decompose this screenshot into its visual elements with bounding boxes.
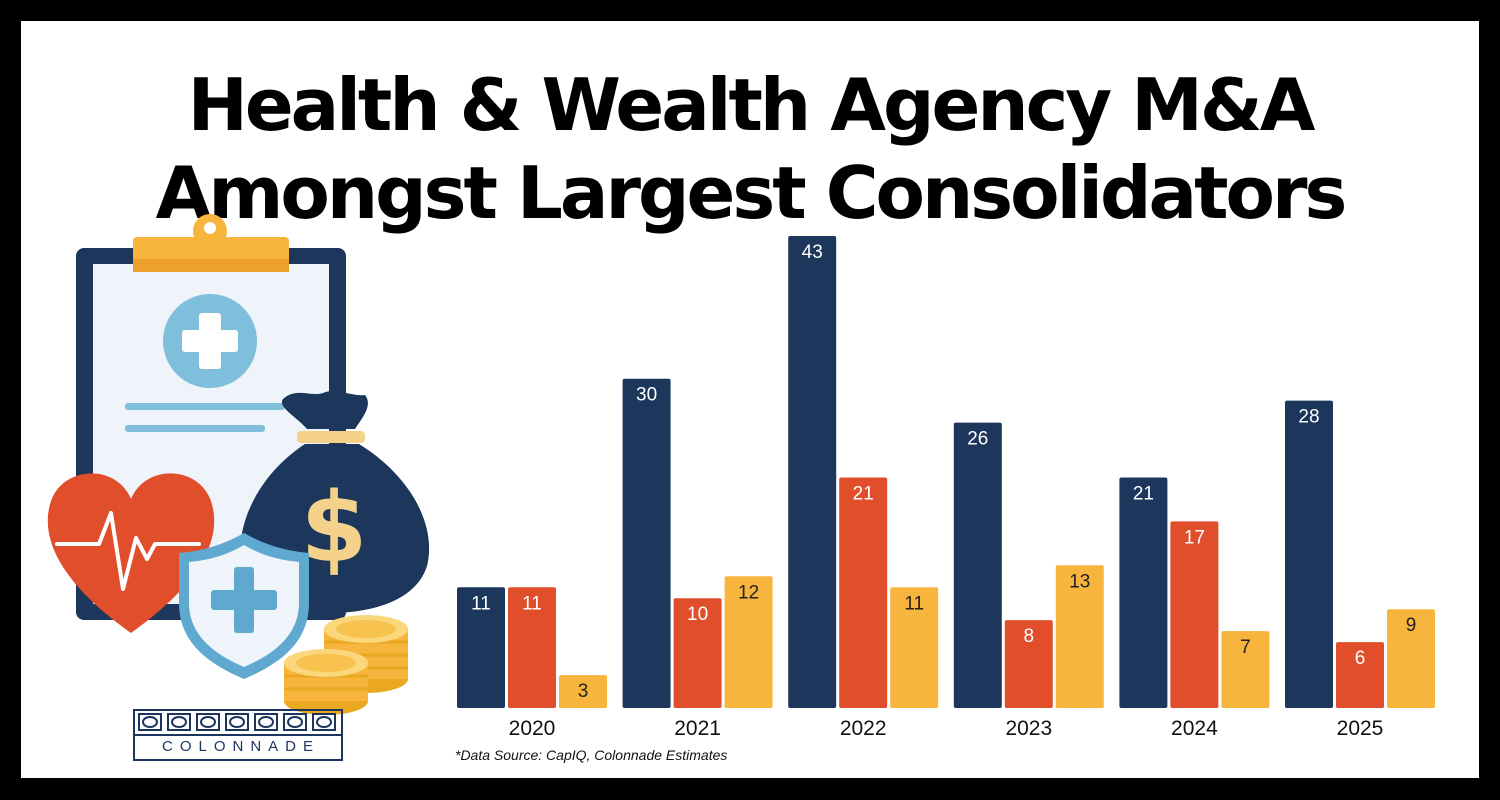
page-title: Health & Wealth Agency M&A Amongst Large…	[21, 61, 1479, 237]
data-label-2024-series-1: 21	[1133, 483, 1154, 504]
colonnade-logo	[133, 709, 343, 761]
x-tick-label-2020: 2020	[509, 717, 556, 740]
x-tick-label-2024: 2024	[1171, 717, 1218, 740]
bar-group-2020: 11 11 3 2020	[457, 587, 607, 740]
bar-group-2024: 21 17 7 2024	[1119, 477, 1270, 740]
colonnade-columns-icon	[138, 713, 336, 731]
title-line-2: Amongst Largest Consolidators	[155, 151, 1348, 235]
data-label-2025-series-1: 28	[1298, 407, 1319, 428]
bar-2021-series-1	[622, 378, 671, 708]
data-label-2022-series-2: 21	[853, 483, 874, 504]
data-label-2024-series-3: 7	[1240, 637, 1251, 658]
bar-2023-series-3	[1055, 565, 1104, 708]
dollar-sign-icon: $	[301, 472, 368, 584]
bar-group-2025: 28 6 9 2025	[1285, 400, 1435, 740]
bar-2022-series-2	[839, 477, 888, 708]
data-label-2021-series-2: 10	[687, 604, 708, 625]
data-label-2023-series-1: 26	[967, 429, 988, 450]
bar-2025-series-3	[1387, 609, 1435, 708]
data-label-2022-series-3: 11	[904, 593, 924, 614]
bar-2020-series-3	[559, 675, 607, 708]
title-line-1: Health & Wealth Agency M&A	[187, 63, 1316, 147]
data-label-2022-series-1: 43	[802, 242, 823, 263]
colonnade-wordmark: COLONNADE	[161, 738, 321, 755]
shield-icon	[179, 533, 309, 679]
x-tick-label-2021: 2021	[674, 717, 721, 740]
data-label-2023-series-3: 13	[1069, 571, 1090, 592]
bar-2023-series-2	[1004, 620, 1053, 708]
bar-2021-series-2	[673, 598, 722, 708]
data-label-2025-series-3: 9	[1406, 615, 1417, 636]
heartbeat-icon	[55, 511, 201, 591]
bar-2025-series-1	[1285, 400, 1333, 708]
health-wealth-illustration: $	[47, 214, 430, 715]
data-label-2023-series-2: 8	[1024, 626, 1035, 647]
data-label-2020-series-2: 11	[522, 593, 542, 614]
coins-icon	[284, 615, 408, 715]
x-tick-label-2022: 2022	[840, 717, 887, 740]
bar-2022-series-3	[890, 587, 939, 708]
bar-2025-series-2	[1336, 642, 1384, 708]
bar-group-2021: 30 10 12 2021	[622, 378, 773, 740]
heart-icon	[47, 473, 215, 633]
bar-2023-series-1	[953, 422, 1002, 708]
bar-2024-series-2	[1170, 521, 1219, 708]
x-tick-label-2023: 2023	[1005, 717, 1052, 740]
bar-chart: 11 11 3 2020 30 10 12 2021 43 21 11 2022 26 8 13 2023 21…	[457, 236, 1435, 740]
data-label-2020-series-1: 11	[471, 593, 491, 614]
medical-cross-icon	[163, 294, 257, 388]
bar-2020-series-2	[508, 587, 556, 708]
bar-2024-series-1	[1119, 477, 1168, 708]
data-source-note: *Data Source: CapIQ, Colonnade Estimates	[455, 747, 728, 763]
bar-2021-series-3	[724, 576, 773, 708]
bar-group-2022: 43 21 11 2022	[788, 236, 939, 740]
bar-group-2023: 26 8 13 2023	[953, 422, 1104, 740]
data-label-2020-series-3: 3	[578, 681, 589, 702]
bar-2022-series-1	[788, 236, 837, 708]
data-label-2021-series-3: 12	[738, 582, 759, 603]
data-label-2025-series-2: 6	[1355, 648, 1366, 669]
x-tick-label-2025: 2025	[1337, 717, 1384, 740]
bar-2020-series-1	[457, 587, 505, 708]
data-label-2024-series-2: 17	[1184, 527, 1205, 548]
infographic-frame: Health & Wealth Agency M&A Amongst Large…	[21, 21, 1479, 778]
data-label-2021-series-1: 30	[636, 385, 657, 406]
bar-2024-series-3	[1221, 631, 1270, 708]
